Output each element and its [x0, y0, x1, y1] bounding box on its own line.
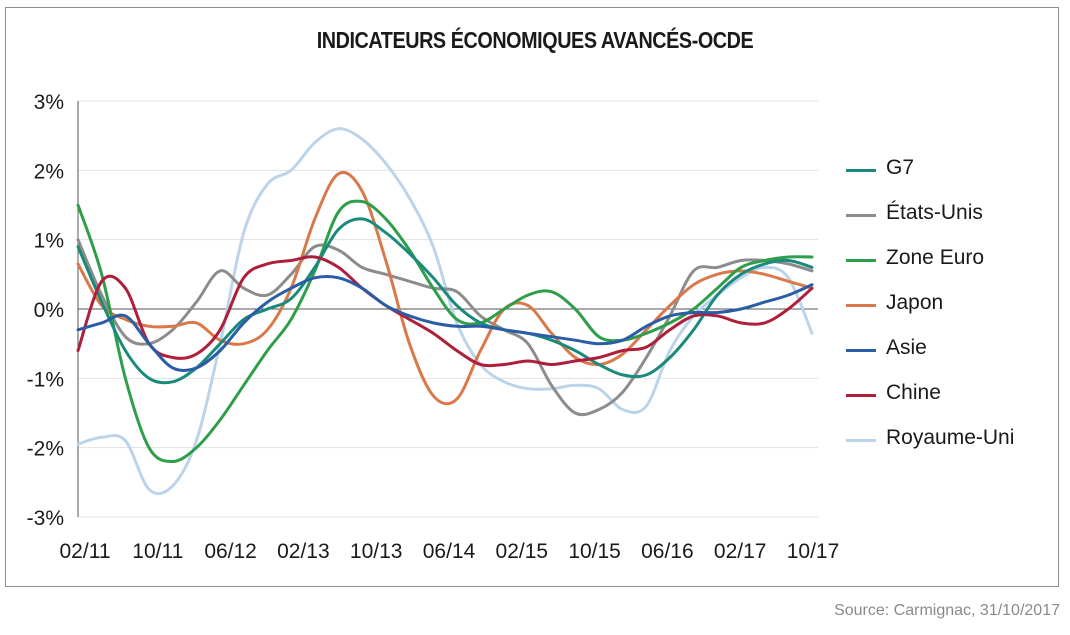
chart-frame — [5, 7, 1059, 587]
series-line-chine — [76, 255, 814, 368]
y-tick-label: 3% — [34, 91, 64, 114]
x-tick-label: 10/15 — [568, 540, 621, 563]
y-tick-label: 1% — [34, 230, 64, 253]
series-line-japon — [76, 171, 814, 406]
legend-swatch — [846, 169, 876, 172]
legend-label: G7 — [886, 156, 915, 179]
series-line-etats-unis — [76, 238, 814, 417]
legend-swatch — [846, 214, 876, 217]
legend-swatch — [846, 304, 876, 307]
legend-swatch — [846, 394, 876, 397]
x-tick-label: 06/12 — [204, 540, 257, 563]
x-tick-label: 02/11 — [60, 540, 111, 563]
x-tick-label: 02/17 — [714, 540, 767, 563]
x-tick-label: 02/15 — [496, 540, 549, 563]
legend-label: Japon — [886, 291, 944, 314]
x-tick-label: 02/13 — [277, 540, 330, 563]
legend-swatch — [846, 349, 876, 352]
source-note: Source: Carmignac, 31/10/2017 — [834, 602, 1060, 619]
legend-label: Asie — [886, 336, 927, 359]
legend-label: Royaume-Uni — [886, 426, 1015, 449]
y-tick-label: 0% — [34, 299, 64, 322]
legend-label: États-Unis — [886, 201, 983, 224]
x-tick-label: 10/11 — [132, 540, 183, 563]
x-tick-label: 06/16 — [641, 540, 694, 563]
series-line-royaume-uni — [76, 127, 814, 496]
chart-title: INDICATEURS ÉCONOMIQUES AVANCÉS-OCDE — [316, 27, 754, 53]
legend-label: Chine — [886, 381, 941, 404]
y-tick-label: -1% — [27, 368, 64, 391]
y-tick-label: -3% — [27, 507, 64, 530]
x-tick-label: 10/17 — [787, 540, 840, 563]
legend-label: Zone Euro — [886, 246, 985, 269]
legend-swatch — [846, 439, 876, 442]
y-tick-label: 2% — [34, 160, 64, 183]
series-line-asie — [76, 275, 814, 373]
x-tick-label: 10/13 — [350, 540, 403, 563]
y-tick-label: -2% — [27, 438, 64, 461]
x-tick-label: 06/14 — [423, 540, 476, 563]
legend-swatch — [846, 259, 876, 262]
